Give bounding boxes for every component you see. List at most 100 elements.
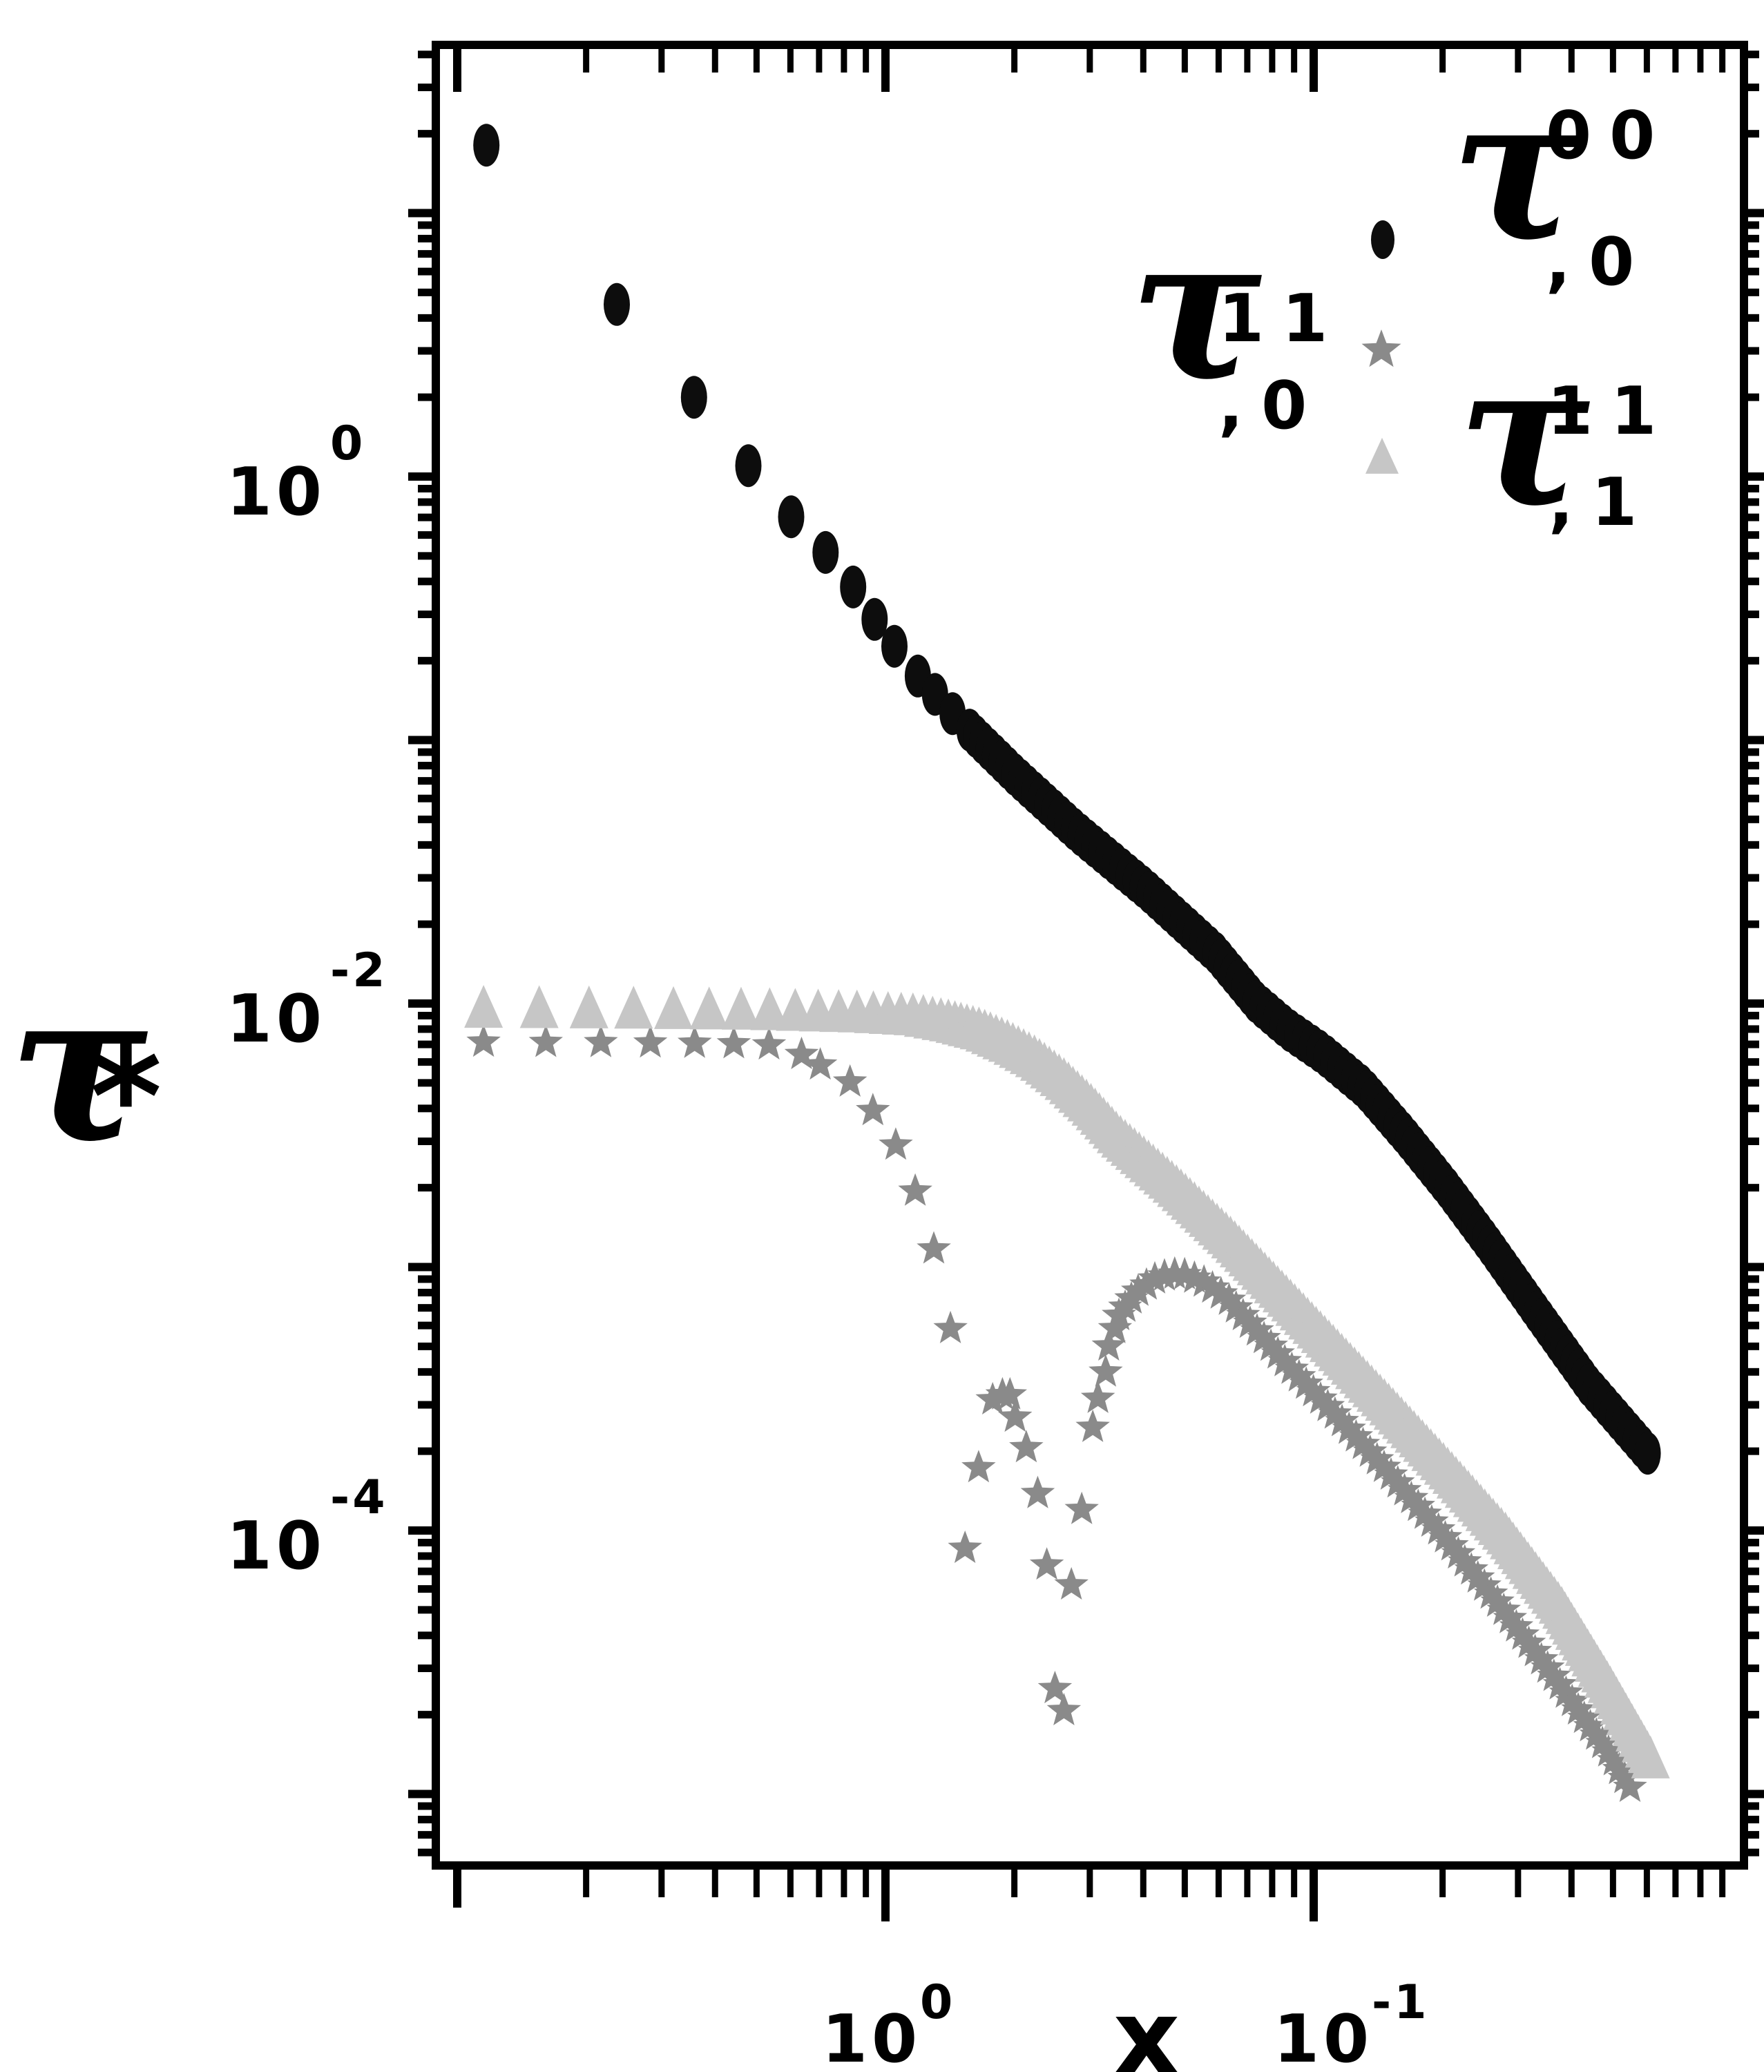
star-marker bbox=[1274, 1351, 1310, 1384]
star-marker bbox=[1046, 1693, 1082, 1725]
ellipse-marker bbox=[861, 597, 888, 641]
triangle-marker bbox=[721, 986, 760, 1030]
legend-label-tau111-base: τ bbox=[1457, 319, 1593, 550]
star-marker bbox=[1296, 1374, 1331, 1407]
star-marker bbox=[1415, 1504, 1449, 1537]
star-marker bbox=[1289, 1366, 1323, 1399]
star-marker bbox=[1075, 1409, 1110, 1442]
star-marker bbox=[678, 1025, 712, 1058]
star-marker bbox=[1597, 1743, 1631, 1776]
star-marker bbox=[1091, 1328, 1126, 1361]
star-marker bbox=[1332, 1411, 1366, 1444]
star-marker bbox=[1461, 1560, 1495, 1593]
star-marker bbox=[1573, 1709, 1608, 1742]
triangle-marker bbox=[750, 987, 789, 1030]
legend-star-marker bbox=[1361, 329, 1401, 367]
legend-label-tau00-base: τ bbox=[1450, 53, 1586, 285]
star-marker bbox=[1467, 1568, 1502, 1601]
y-tick-label-1e0-base: 10 bbox=[227, 454, 326, 530]
legend-label-tau110-sup: 11 bbox=[1218, 281, 1345, 357]
star-marker bbox=[1360, 1441, 1394, 1475]
star-marker bbox=[1121, 1273, 1156, 1306]
star-marker bbox=[1352, 1434, 1388, 1467]
star-marker bbox=[1441, 1536, 1476, 1569]
star-marker bbox=[1505, 1617, 1540, 1650]
legend-markers-layer bbox=[1361, 220, 1401, 474]
plot-frame bbox=[432, 41, 1748, 1870]
star-marker bbox=[751, 1027, 787, 1060]
star-marker bbox=[1374, 1457, 1408, 1490]
series-tau_11_0_stars bbox=[466, 1024, 1647, 1802]
star-marker bbox=[1267, 1343, 1302, 1376]
star-marker bbox=[1561, 1691, 1595, 1725]
star-marker bbox=[1080, 1380, 1115, 1413]
star-marker bbox=[1009, 1430, 1044, 1463]
ellipse-marker bbox=[604, 282, 630, 326]
star-marker bbox=[1318, 1396, 1352, 1429]
y-tick-label-1e-4-exp: -4 bbox=[330, 1470, 388, 1525]
ellipse-marker bbox=[473, 124, 500, 167]
y-axis-title-tau: τ bbox=[8, 944, 151, 1188]
x-tick-label-1e-1-base: 10 bbox=[1274, 2002, 1373, 2072]
star-marker bbox=[993, 1376, 1027, 1410]
star-marker bbox=[1367, 1449, 1401, 1482]
star-marker bbox=[1401, 1488, 1435, 1522]
star-marker bbox=[933, 1310, 968, 1343]
star-marker bbox=[898, 1173, 932, 1206]
legend-label-tau00-sup: 00 bbox=[1546, 98, 1673, 174]
ellipse-marker bbox=[1634, 1432, 1661, 1475]
star-marker bbox=[1204, 1276, 1238, 1309]
star-marker bbox=[1195, 1270, 1230, 1303]
star-marker bbox=[1187, 1264, 1221, 1297]
star-marker bbox=[1381, 1465, 1415, 1498]
star-marker bbox=[633, 1025, 668, 1058]
legend-label-tau111-sup: 11 bbox=[1547, 374, 1674, 450]
star-marker bbox=[1602, 1752, 1637, 1785]
star-marker bbox=[917, 1231, 951, 1264]
series-tau_11_1_triangles bbox=[464, 985, 1670, 1778]
star-marker bbox=[1054, 1566, 1089, 1600]
legend-label-tau00-sub: ,0 bbox=[1546, 224, 1652, 300]
star-marker bbox=[466, 1024, 501, 1057]
star-marker bbox=[1435, 1528, 1469, 1561]
star-marker bbox=[1218, 1289, 1254, 1323]
x-axis-title: x bbox=[1113, 1978, 1180, 2072]
star-marker bbox=[1233, 1305, 1267, 1339]
y-tick-label-1e-2-base: 10 bbox=[227, 981, 326, 1057]
star-marker bbox=[1428, 1519, 1463, 1553]
legend-label-tau110-sub: ,0 bbox=[1218, 368, 1325, 444]
star-marker bbox=[1473, 1576, 1508, 1609]
ellipse-marker bbox=[881, 624, 908, 668]
triangle-marker bbox=[1631, 1735, 1670, 1778]
star-marker bbox=[1138, 1260, 1172, 1294]
legend-ellipse-marker bbox=[1371, 220, 1394, 259]
star-marker bbox=[1303, 1381, 1338, 1414]
star-marker bbox=[1064, 1491, 1099, 1524]
star-marker bbox=[1607, 1761, 1642, 1794]
triangle-marker bbox=[689, 986, 729, 1030]
star-marker bbox=[1524, 1642, 1559, 1675]
ellipse-marker bbox=[778, 495, 805, 539]
y-tick-label-1e-4-base: 10 bbox=[227, 1508, 326, 1584]
star-marker bbox=[1537, 1658, 1571, 1691]
star-marker bbox=[803, 1047, 838, 1080]
legend-label-tau110-base: τ bbox=[1129, 193, 1265, 424]
star-marker bbox=[1211, 1282, 1247, 1315]
star-marker bbox=[1394, 1480, 1429, 1513]
star-marker bbox=[1499, 1609, 1534, 1642]
star-marker bbox=[1567, 1700, 1602, 1734]
legend-triangle-marker bbox=[1365, 437, 1399, 474]
star-marker bbox=[998, 1399, 1033, 1432]
star-marker bbox=[948, 1531, 982, 1563]
triangle-marker bbox=[464, 985, 504, 1028]
star-marker bbox=[1555, 1683, 1589, 1716]
triangle-marker bbox=[569, 985, 608, 1028]
star-marker bbox=[1448, 1544, 1482, 1577]
star-marker bbox=[856, 1093, 890, 1126]
star-marker bbox=[1254, 1328, 1288, 1361]
star-marker bbox=[1493, 1600, 1527, 1633]
legend-label-tau111-sub: ,1 bbox=[1549, 465, 1655, 541]
star-marker bbox=[1037, 1671, 1073, 1704]
